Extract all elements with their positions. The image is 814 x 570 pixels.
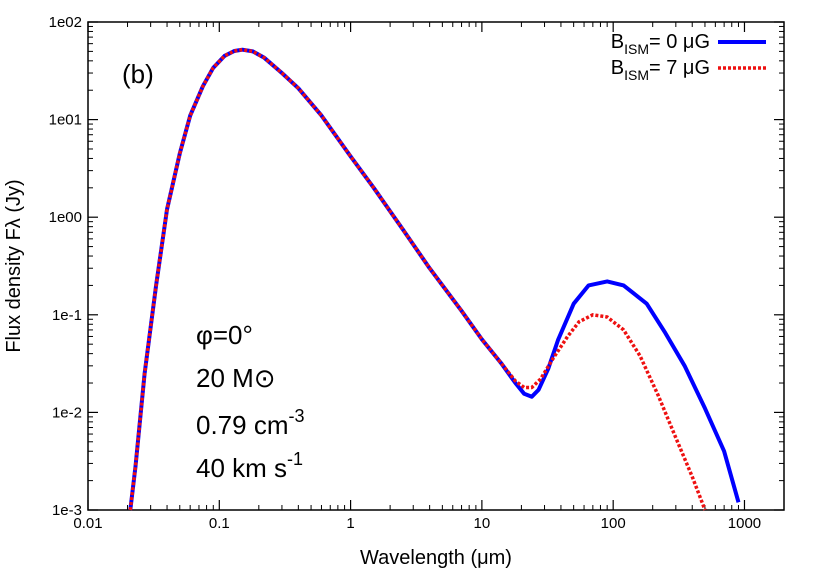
annotations: φ=0° 20 M⊙ 0.79 cm-3 40 km s-1 (196, 320, 305, 483)
x-tick-label: 1000 (728, 515, 761, 532)
legend: BISM= 0 μG BISM= 7 μG (611, 31, 766, 83)
x-axis-label: Wavelength (μm) (360, 547, 512, 569)
series-line-0 (128, 47, 741, 511)
y-tick-label: 1e01 (49, 112, 82, 129)
y-tick-label: 1e-2 (52, 404, 82, 421)
axis-ticks (87, 21, 784, 511)
y-tick-label: 1e-3 (52, 502, 82, 519)
x-tick-label: 1 (346, 515, 354, 532)
plot-frame (87, 21, 785, 511)
y-axis-label: Flux density Fλ (Jy) (3, 179, 25, 352)
panel-label: (b) (122, 59, 154, 89)
x-tick-label: 10 (474, 515, 491, 532)
annotation-density: 0.79 cm-3 (196, 406, 305, 440)
annotation-angle: φ=0° (196, 320, 253, 350)
legend-entry-0-label: BISM= 0 μG (611, 31, 710, 57)
y-tick-label: 1e00 (49, 209, 82, 226)
tick-labels: 0.01 0.1 1 10 100 1000 1e-3 1e-2 1e-1 1e00 1e01 1e0… (49, 14, 762, 532)
y-tick-label: 1e02 (49, 14, 82, 31)
series-line-1 (128, 47, 707, 511)
x-tick-label: 100 (601, 515, 626, 532)
annotation-mass: 20 M⊙ (196, 363, 276, 393)
y-tick-label: 1e-1 (52, 307, 82, 324)
annotation-velocity: 40 km s-1 (196, 449, 303, 483)
x-tick-label: 0.1 (209, 515, 230, 532)
x-tick-label: 0.01 (73, 515, 102, 532)
legend-entry-1-label: BISM= 7 μG (611, 57, 710, 83)
series-layer (128, 47, 741, 511)
